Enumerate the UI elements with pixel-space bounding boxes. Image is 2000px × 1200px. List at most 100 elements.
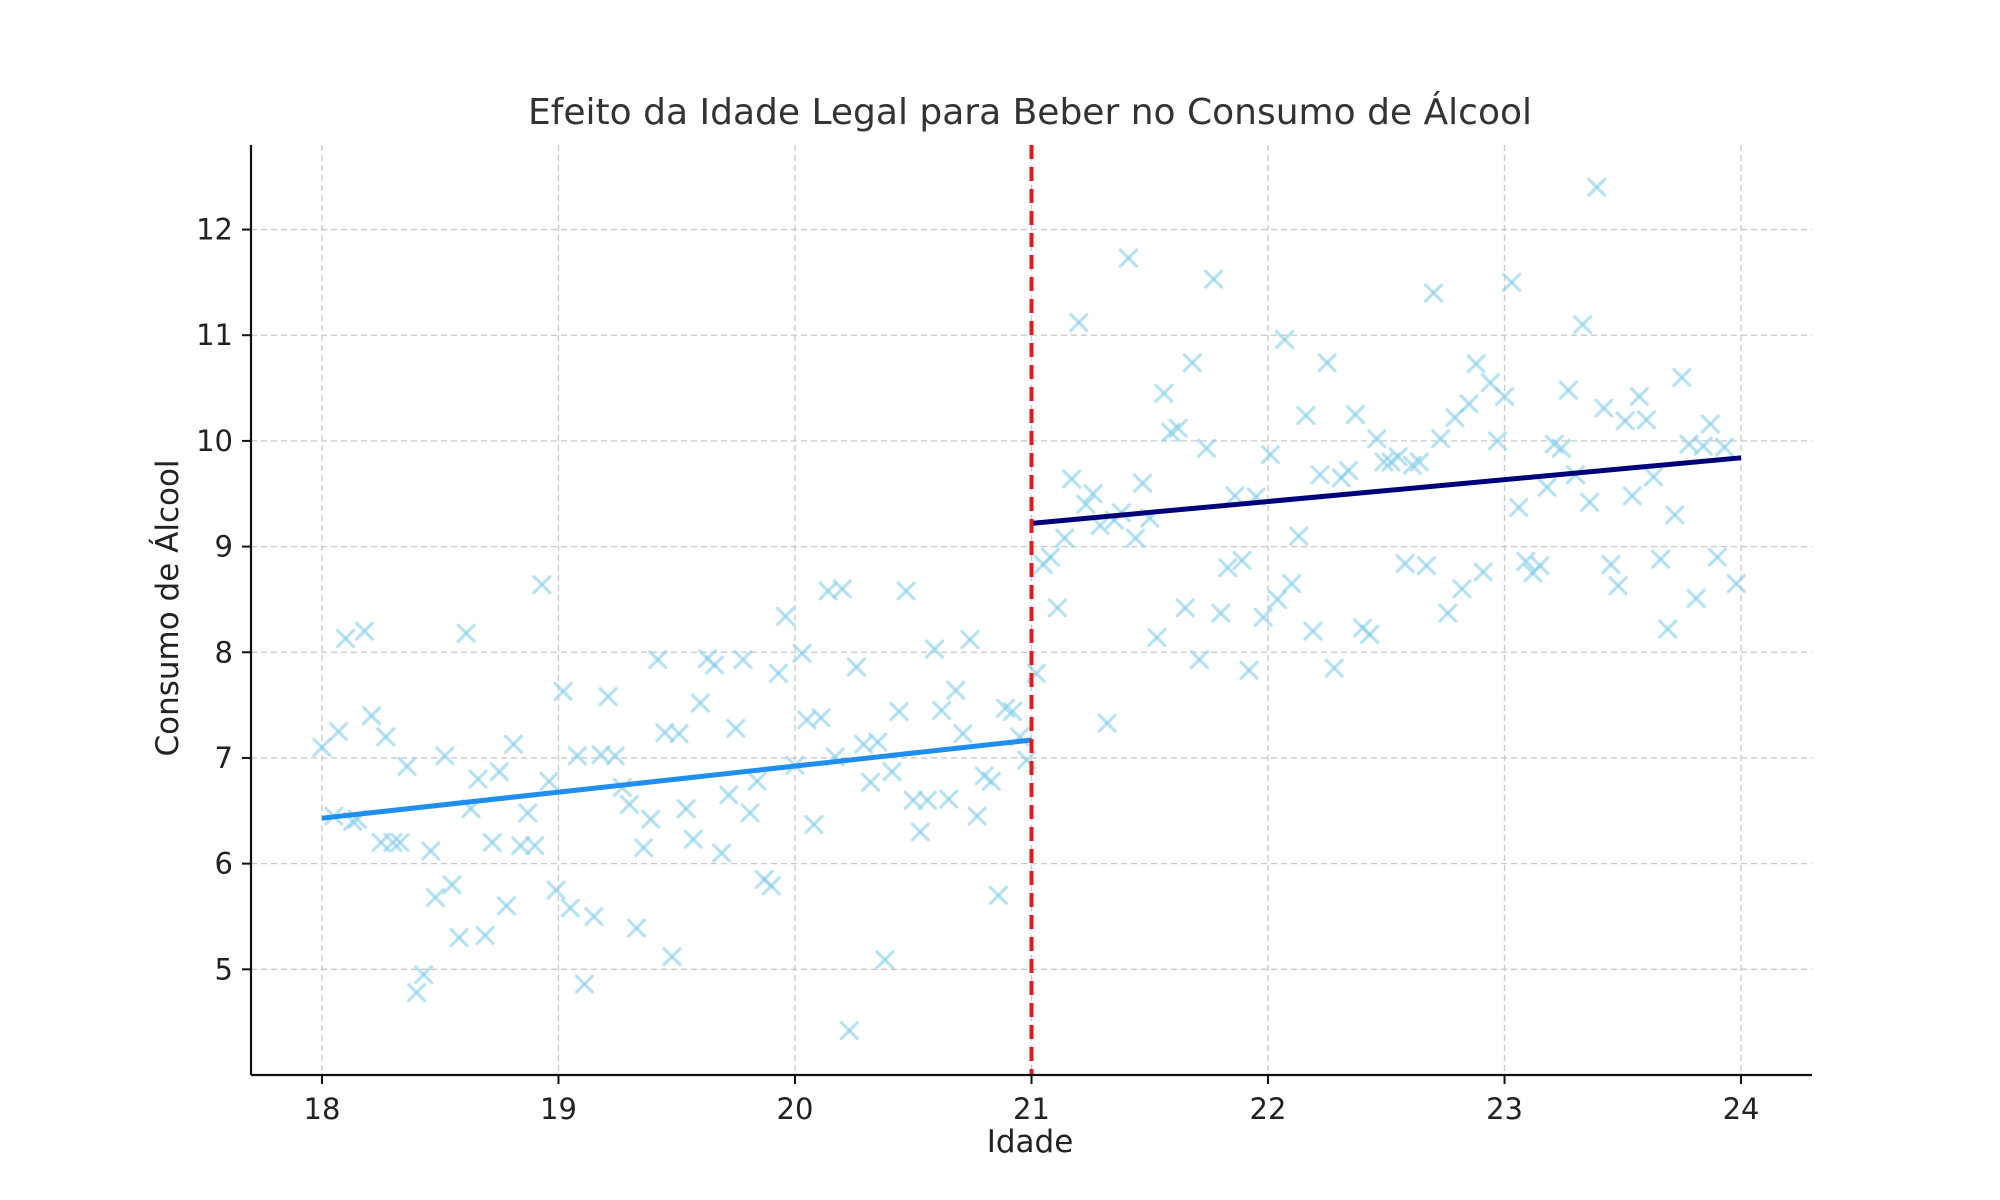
y-tick-label: 9 bbox=[215, 530, 233, 564]
scatter-point bbox=[456, 623, 476, 643]
scatter-point bbox=[553, 681, 573, 701]
scatter-point bbox=[1345, 404, 1366, 425]
scatter-point bbox=[546, 880, 566, 900]
scatter-point bbox=[336, 628, 356, 649]
scatter-point bbox=[1317, 353, 1337, 373]
scatter-point bbox=[1672, 367, 1692, 388]
scatter-point bbox=[525, 836, 545, 856]
scatter-point bbox=[1594, 398, 1614, 418]
scatter-point bbox=[896, 581, 916, 601]
scatter-point bbox=[567, 746, 587, 766]
scatter-point bbox=[1693, 436, 1713, 456]
scatter-point bbox=[981, 771, 1001, 791]
scatter-point bbox=[584, 906, 604, 927]
scatter-point bbox=[482, 832, 502, 853]
x-tick-label: 23 bbox=[1486, 1092, 1523, 1126]
y-tick-label: 12 bbox=[196, 213, 233, 247]
scatter-point bbox=[1062, 469, 1082, 489]
scatter-point bbox=[967, 806, 987, 826]
scatter-point bbox=[1055, 528, 1075, 548]
scatter-point bbox=[846, 657, 867, 677]
scatter-point bbox=[932, 700, 952, 720]
scatter-point bbox=[1700, 414, 1720, 434]
scatter-point bbox=[1388, 447, 1408, 467]
scatter-point bbox=[1168, 418, 1188, 438]
scatter-point bbox=[1643, 467, 1664, 487]
scatter-point bbox=[811, 708, 831, 728]
scatter-point bbox=[1296, 405, 1316, 426]
scatter-point bbox=[1267, 589, 1288, 610]
scatter-point bbox=[1509, 497, 1529, 518]
scatter-point bbox=[312, 737, 332, 757]
scatter-point bbox=[503, 734, 524, 754]
scatter-point bbox=[1118, 248, 1139, 268]
scatter-point bbox=[690, 693, 710, 713]
scatter-point bbox=[468, 769, 488, 789]
scatter-point bbox=[1083, 484, 1103, 504]
scatter-point bbox=[591, 745, 611, 765]
scatter-point bbox=[1002, 701, 1023, 722]
scatter-point bbox=[1629, 386, 1649, 407]
scatter-point bbox=[449, 928, 469, 948]
scatter-point bbox=[442, 875, 462, 895]
scatter-point bbox=[496, 896, 517, 916]
scatter-point bbox=[868, 732, 888, 752]
scatter-point bbox=[1097, 713, 1117, 733]
scatter-point bbox=[518, 803, 538, 823]
fit-line bbox=[321, 737, 1032, 821]
x-tick-label: 22 bbox=[1250, 1092, 1287, 1126]
scatter-point bbox=[328, 721, 349, 742]
scatter-point bbox=[1147, 627, 1167, 648]
scatter-point bbox=[1175, 598, 1195, 618]
scatter-point bbox=[634, 838, 654, 858]
scatter-point bbox=[511, 836, 531, 856]
scatter-point bbox=[1572, 315, 1593, 335]
x-tick-label: 19 bbox=[540, 1092, 577, 1126]
scatter-point bbox=[1530, 556, 1550, 576]
scatter-point bbox=[1395, 553, 1415, 574]
scatter-point bbox=[1416, 556, 1437, 576]
scatter-point bbox=[489, 762, 509, 782]
scatter-point bbox=[1516, 551, 1536, 571]
scatter-point bbox=[903, 790, 923, 810]
scatter-point bbox=[1615, 411, 1635, 431]
scatter-point bbox=[619, 794, 640, 815]
scatter-point bbox=[889, 701, 909, 722]
scatter-point bbox=[719, 785, 739, 805]
scatter-point bbox=[939, 789, 959, 809]
scatter-point bbox=[1473, 562, 1493, 582]
scatter-point bbox=[397, 756, 417, 777]
scatter-point bbox=[875, 950, 895, 970]
scatter-point bbox=[383, 832, 403, 853]
y-tick-label: 8 bbox=[215, 635, 233, 669]
scatter-point bbox=[1409, 452, 1429, 472]
scatter-point bbox=[1218, 558, 1238, 578]
scatter-point bbox=[532, 575, 552, 595]
scatter-point bbox=[641, 809, 661, 829]
scatter-point bbox=[704, 655, 725, 675]
scatter-point bbox=[1324, 658, 1344, 678]
scatter-point bbox=[1601, 554, 1621, 575]
axes-layer: 18 19 20 21 22 23 24 5 6 7 8 9 10 11 12 bbox=[196, 145, 1812, 1126]
scatter-point bbox=[1338, 460, 1359, 481]
scatter-point bbox=[475, 925, 495, 946]
scatter-point bbox=[1253, 607, 1273, 627]
scatter-point bbox=[421, 841, 441, 861]
scatter-point bbox=[1154, 383, 1174, 403]
scatter-point bbox=[1726, 573, 1746, 594]
scatter-point bbox=[1580, 492, 1600, 512]
scatter-point bbox=[1367, 429, 1387, 449]
scatter-point bbox=[1211, 603, 1231, 623]
scatter-point bbox=[839, 1021, 859, 1041]
x-tick-label: 21 bbox=[1013, 1092, 1050, 1126]
scatter-point bbox=[683, 829, 703, 849]
scatter-point bbox=[953, 724, 973, 744]
scatter-layer bbox=[312, 177, 1746, 1041]
scatter-point bbox=[1133, 473, 1153, 493]
scatter-point bbox=[648, 650, 668, 670]
x-axis-label: Idade bbox=[987, 1124, 1074, 1160]
scatter-point bbox=[924, 639, 945, 659]
y-tick-label: 7 bbox=[215, 741, 233, 775]
scatter-point bbox=[376, 727, 396, 747]
scatter-point bbox=[390, 832, 410, 853]
